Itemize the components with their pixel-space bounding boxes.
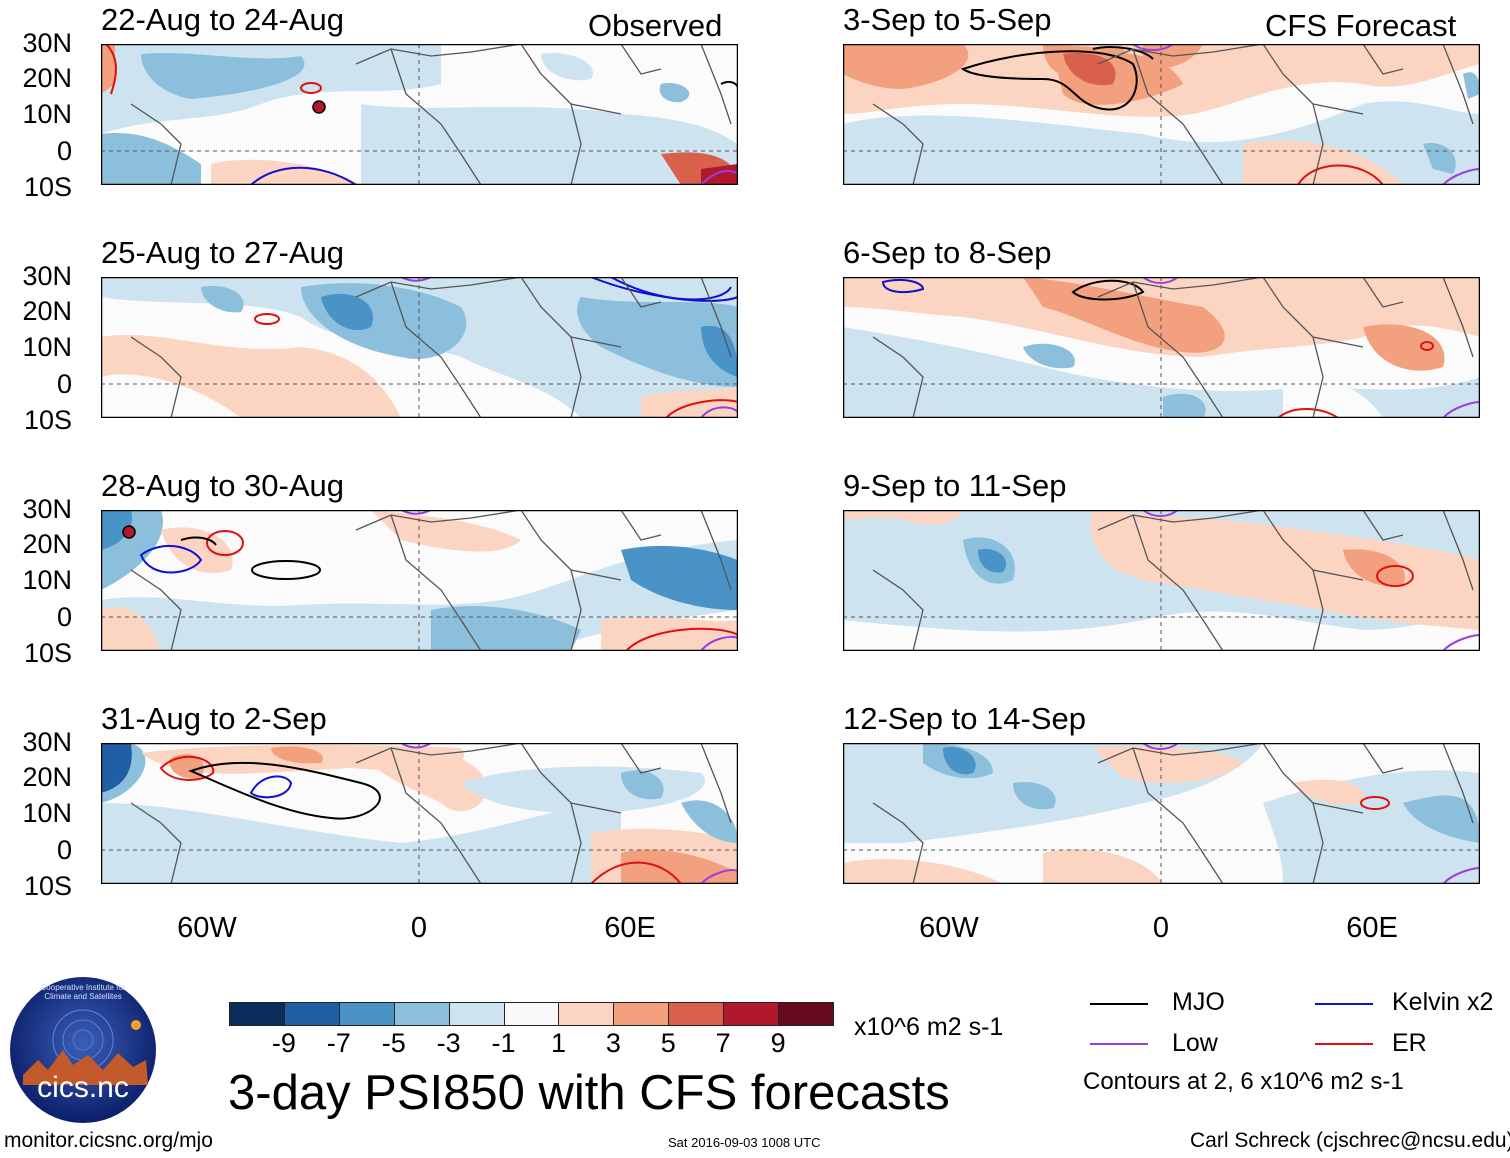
map-panel-r1 [843,44,1480,185]
panel-title-r2: 6-Sep to 8-Sep [843,235,1052,270]
panel-title-l1: 22-Aug to 24-Aug [101,2,345,37]
legend-mjo: MJO [1172,988,1225,1016]
colorbar-cell [448,1002,505,1026]
map-panel-r4 [843,743,1480,884]
colorbar-tick-label: 5 [660,1028,676,1058]
lat-label: 10S [23,405,72,435]
kelvin-line-swatch [1315,1003,1373,1005]
contour-note: Contours at 2, 6 x10^6 m2 s-1 [1083,1068,1404,1095]
colorbar-tick-label: 7 [715,1028,731,1058]
colorbar-tick-label: -9 [271,1028,296,1058]
lon-label: 60E [1346,912,1398,944]
footer-url[interactable]: monitor.cicsnc.org/mjo [4,1129,213,1152]
map-panel-l3 [101,510,738,651]
panel-title-r1: 3-Sep to 5-Sep [843,2,1052,37]
cics-logo: cics.nc Cooperative Institute for Climat… [8,975,158,1125]
colorbar-tick-label: 1 [550,1028,566,1058]
colorbar-cell [503,1002,560,1026]
lon-label: 0 [410,912,428,944]
panel-title-l3: 28-Aug to 30-Aug [101,468,345,503]
colorbar-tick-label: 9 [770,1028,786,1058]
panel-title-r3: 9-Sep to 11-Sep [843,468,1067,503]
lat-label: 20N [22,63,72,93]
panel-title-r4: 12-Sep to 14-Sep [843,701,1087,736]
legend-er: ER [1392,1029,1427,1057]
lat-label: 10N [22,99,72,129]
lon-label: 60W [177,912,237,944]
footer-timestamp: Sat 2016-09-03 1008 UTC [668,1135,821,1150]
lat-label: 20N [22,762,72,792]
colorbar-tick-label: 3 [605,1028,621,1058]
colorbar-tick-label: -1 [491,1028,516,1058]
mjo-line-swatch [1090,1003,1148,1005]
colorbar-cell [668,1002,725,1026]
colorbar-cell [613,1002,670,1026]
lat-label: 10N [22,565,72,595]
lon-label: 60E [604,912,656,944]
lat-label: 20N [22,529,72,559]
map-panel-l1 [101,44,738,185]
logo-text: cics.nc [37,1071,129,1104]
colorbar-cell [778,1002,834,1026]
lat-label: 10N [22,332,72,362]
panel-title-l4: 31-Aug to 2-Sep [101,701,327,736]
lat-label: 10S [23,871,72,901]
low-line-swatch [1090,1043,1148,1045]
lat-label: 30N [22,28,72,58]
colorbar [229,1000,834,1028]
map-panel-l4 [101,743,738,884]
figure-title: 3-day PSI850 with CFS forecasts [228,1066,950,1120]
lat-label: 0 [56,602,72,632]
colorbar-cell [283,1002,340,1026]
lat-label: 0 [56,835,72,865]
lat-label: 0 [56,369,72,399]
colorbar-units: x10^6 m2 s-1 [854,1013,1004,1041]
lat-label: 10S [23,638,72,668]
lon-label: 60W [919,912,979,944]
colorbar-tick-label: -7 [326,1028,351,1058]
colorbar-cell [229,1002,285,1026]
lat-label: 10S [23,172,72,202]
legend-kelvin: Kelvin x2 [1392,988,1494,1016]
lat-label: 30N [22,494,72,524]
legend-low: Low [1172,1029,1218,1057]
colorbar-cell [393,1002,450,1026]
colorbar-tick-label: -5 [381,1028,406,1058]
cfs-forecast-label: CFS Forecast [1265,8,1457,43]
colorbar-cell [558,1002,615,1026]
lat-label: 30N [22,261,72,291]
lat-label: 10N [22,798,72,828]
map-panel-r3 [843,510,1480,651]
colorbar-tick-label: -3 [436,1028,461,1058]
logo-ring-text: Cooperative Institute for Climate and Sa… [40,983,126,1001]
map-panel-l2 [101,277,738,418]
colorbar-cell [338,1002,395,1026]
lat-label: 30N [22,727,72,757]
map-panel-r2 [843,277,1480,418]
colorbar-cell [723,1002,780,1026]
observed-label: Observed [588,8,723,43]
lat-label: 20N [22,296,72,326]
panel-title-l2: 25-Aug to 27-Aug [101,235,345,270]
lon-label: 0 [1152,912,1170,944]
er-line-swatch [1315,1043,1373,1045]
lat-label: 0 [56,136,72,166]
footer-author: Carl Schreck (cjschrec@ncsu.edu) [1190,1129,1510,1152]
